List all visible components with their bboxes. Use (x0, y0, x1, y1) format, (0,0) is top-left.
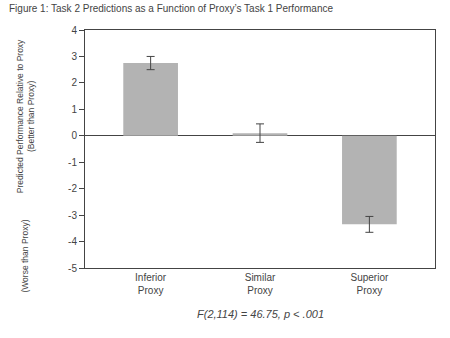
svg-text:-1: -1 (68, 157, 77, 168)
svg-text:SimilarProxy: SimilarProxy (245, 272, 276, 296)
svg-text:-2: -2 (68, 183, 77, 194)
svg-text:-5: -5 (68, 263, 77, 274)
svg-text:2: 2 (71, 77, 77, 88)
svg-text:F(2,114) = 46.75, p < .001: F(2,114) = 46.75, p < .001 (197, 308, 324, 320)
svg-text:3: 3 (71, 51, 77, 62)
svg-text:0: 0 (71, 130, 77, 141)
svg-text:InferiorProxy: InferiorProxy (135, 272, 167, 296)
svg-text:Predicted Performance Relative: Predicted Performance Relative to Proxy(… (15, 39, 36, 193)
svg-text:1: 1 (71, 104, 77, 115)
svg-text:SuperiorProxy: SuperiorProxy (350, 272, 388, 296)
svg-text:4: 4 (71, 25, 77, 36)
svg-text:Figure 1: Task 2 Predictions a: Figure 1: Task 2 Predictions as a Functi… (9, 3, 333, 14)
svg-text:-4: -4 (68, 236, 77, 247)
svg-text:(Worse than Proxy): (Worse than Proxy) (20, 219, 30, 292)
svg-text:-3: -3 (68, 210, 77, 221)
